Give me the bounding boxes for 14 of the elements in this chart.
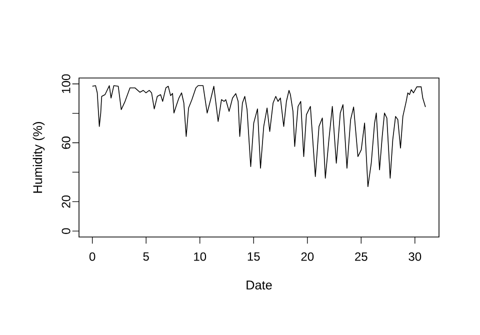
y-tick-label: 0 [62, 228, 70, 234]
y-tick-label: 100 [62, 74, 70, 93]
y-axis-title: Humidity (%) [32, 122, 45, 193]
x-tick-label: 20 [301, 252, 314, 261]
x-tick-label: 5 [143, 252, 149, 261]
y-tick-label: 20 [62, 195, 70, 208]
x-axis-title: Date [246, 280, 272, 290]
x-tick-label: 15 [248, 252, 260, 261]
y-tick-label: 60 [62, 136, 70, 149]
x-tick-label: 0 [89, 252, 96, 261]
x-tick-label: 30 [408, 252, 422, 261]
line-series [92, 85, 426, 188]
x-tick-label: 25 [355, 252, 368, 261]
x-tick-label: 10 [194, 252, 206, 261]
